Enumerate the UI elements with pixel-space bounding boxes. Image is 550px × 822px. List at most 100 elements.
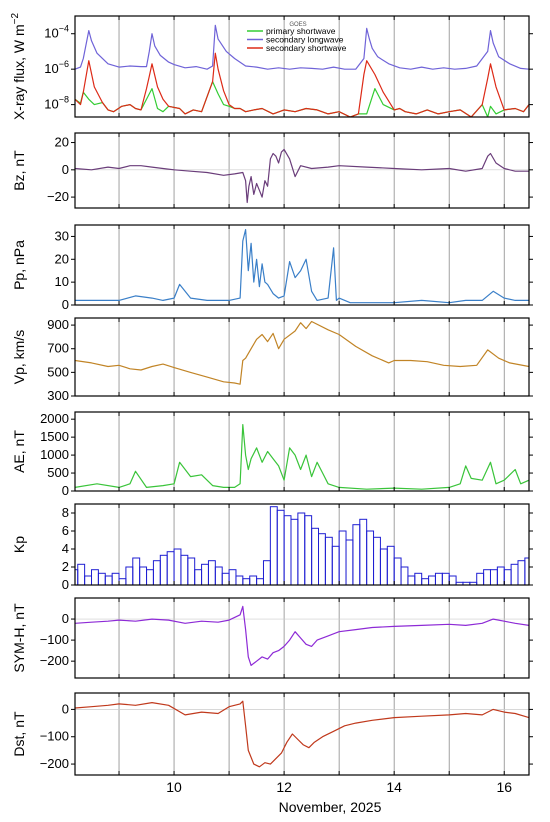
panel-frame [74, 317, 530, 397]
kp-bar [331, 545, 340, 585]
y-tick-label: 1000 [40, 447, 69, 462]
series-line-1 [75, 148, 529, 204]
kp-bar [324, 536, 333, 585]
x-tick-label: 14 [386, 779, 402, 795]
y-tick-label: 0 [62, 162, 69, 177]
panel-3: 0 10 20 30 Pp, nPa [11, 224, 533, 312]
x-tick-label: 10 [166, 779, 182, 795]
plot-area [75, 148, 529, 204]
kp-bar [421, 578, 430, 585]
legend-title: GOES [289, 22, 306, 28]
kp-bar [304, 515, 313, 585]
kp-bar [97, 572, 106, 585]
legend-entry: secondary longwave [266, 35, 344, 45]
panel-frame [74, 411, 530, 492]
kp-bar [256, 578, 264, 585]
panel-8: −200 −100 0 Dst, nT [11, 692, 533, 776]
kp-bar [235, 575, 244, 585]
panel-2: −20 0 20 Bz, nT [11, 132, 533, 209]
x-axis-label: November, 2025 [279, 799, 382, 815]
y-tick-label: 20 [55, 251, 69, 266]
kp-bar [290, 518, 299, 585]
x-tick-label: 12 [276, 779, 292, 795]
kp-bar [84, 575, 93, 585]
kp-bar [139, 566, 148, 585]
kp-bar [503, 569, 512, 585]
y-tick-label: 1500 [40, 429, 69, 444]
kp-bar [77, 563, 86, 585]
y-tick-label: 4 [62, 541, 69, 556]
kp-bar [283, 515, 292, 585]
y-axis-label: X-ray flux, W m−2 [10, 13, 27, 121]
panel-6: 0 2 4 6 8 Kp [11, 503, 550, 592]
y-tick-label: 10−4 [44, 24, 69, 41]
kp-bar [400, 566, 409, 585]
kp-bar [366, 530, 375, 585]
y-tick-label: 2000 [40, 411, 69, 426]
panel-7: −200 −100 0 SYM-H, nT [11, 597, 533, 679]
y-tick-label: 0 [62, 611, 69, 626]
kp-bar [242, 578, 251, 585]
y-tick-label: −100 [40, 729, 69, 744]
y-axis-label: Pp, nPa [11, 240, 27, 290]
y-tick-label: 300 [47, 388, 69, 403]
plot-area [75, 229, 529, 304]
y-tick-label: −100 [40, 632, 69, 647]
kp-bar [379, 548, 388, 585]
y-tick-label: 500 [47, 465, 69, 480]
kp-bar [159, 554, 168, 585]
kp-bar [297, 512, 306, 585]
kp-bar [483, 569, 491, 585]
kp-bar [125, 566, 134, 585]
y-tick-label: 0 [62, 297, 69, 312]
series-line-2 [75, 24, 529, 70]
y-tick-label: 2 [62, 559, 69, 574]
kp-bar [448, 575, 457, 585]
y-tick-label: 20 [55, 135, 69, 150]
legend-entry: secondary shortwave [266, 43, 347, 53]
series-line-1 [75, 700, 529, 768]
kp-bar [318, 533, 326, 585]
kp-bar [393, 557, 402, 585]
kp-bar [359, 518, 368, 585]
panel-4: 300 500 700 900 Vp, km/s [11, 317, 533, 403]
kp-bar [207, 560, 216, 585]
kp-bar [311, 527, 320, 585]
y-tick-label: 30 [55, 228, 69, 243]
kp-bar [352, 524, 361, 585]
kp-bar [276, 509, 285, 585]
kp-bar [187, 557, 196, 585]
kp-bar [441, 572, 450, 585]
plot-area [75, 320, 529, 385]
legend-entry: primary shortwave [266, 26, 336, 36]
y-tick-label: 500 [47, 364, 69, 379]
series-line-1 [75, 605, 529, 667]
panel-frame [74, 503, 530, 586]
kp-bar [517, 560, 526, 585]
panel-frame [74, 15, 530, 118]
kp-bar [75, 569, 79, 585]
kp-bar [146, 569, 154, 585]
kp-bar [489, 569, 498, 585]
panel-5: 0 500 1000 1500 2000 AE, nT [11, 411, 533, 498]
y-tick-label: 900 [47, 317, 69, 332]
kp-bar [194, 569, 203, 585]
series-line-1 [75, 80, 529, 117]
y-axis-label: Kp [11, 536, 27, 553]
y-tick-label: 6 [62, 523, 69, 538]
kp-bar [201, 563, 209, 585]
series-line-1 [75, 424, 529, 490]
kp-bar [496, 566, 505, 585]
kp-bar [249, 575, 258, 585]
kp-bar [338, 530, 347, 585]
y-axis-label: SYM-H, nT [11, 603, 27, 673]
kp-bar [414, 572, 423, 585]
panel-frame [74, 692, 530, 776]
y-tick-label: 10−6 [44, 59, 69, 76]
kp-bar [546, 558, 550, 585]
kp-bar [428, 575, 436, 585]
y-tick-label: 0 [62, 701, 69, 716]
series-line-3 [75, 52, 529, 117]
